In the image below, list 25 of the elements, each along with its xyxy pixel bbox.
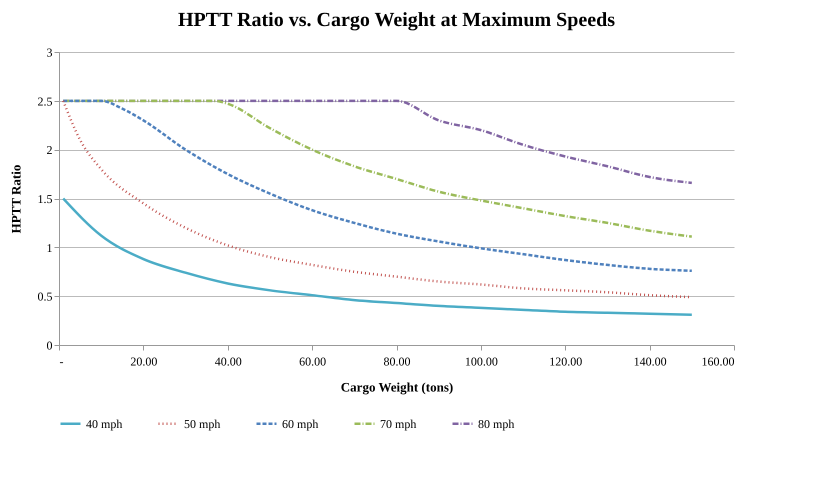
x-axis-title: Cargo Weight (tons) — [340, 380, 454, 394]
x-tick-label: 140.00 — [634, 354, 667, 368]
y-tick-label: 3 — [46, 46, 52, 60]
legend-label: 80 mph — [478, 416, 514, 431]
x-tick-label: 100.00 — [464, 354, 498, 368]
legend-label: 50 mph — [184, 416, 220, 431]
y-tick-label: 1.5 — [38, 192, 52, 206]
legend-label: 70 mph — [380, 416, 416, 431]
x-tick-label: 80.00 — [384, 354, 410, 368]
y-tick-label: 0 — [46, 338, 52, 352]
x-tick-label: - — [60, 354, 64, 368]
y-axis-title: HPTT Ratio — [8, 164, 24, 234]
legend-label: 60 mph — [282, 416, 318, 431]
x-tick-label: 40.00 — [214, 354, 242, 368]
chart-title: HPTT Ratio vs. Cargo Weight at Maximum Speeds — [178, 9, 616, 31]
x-tick-label: 20.00 — [130, 354, 158, 368]
y-tick-label: 1 — [46, 240, 52, 255]
y-tick-label: 2.5 — [38, 94, 52, 108]
x-tick-label: 160.00 — [702, 354, 734, 368]
y-tick-label: 0.5 — [38, 290, 52, 304]
legend-label: 40 mph — [86, 416, 122, 431]
x-tick-label: 60.00 — [299, 354, 326, 368]
line-series — [62, 197, 694, 316]
y-tick-label: 2 — [46, 143, 52, 158]
x-tick-label: 120.00 — [549, 354, 582, 368]
